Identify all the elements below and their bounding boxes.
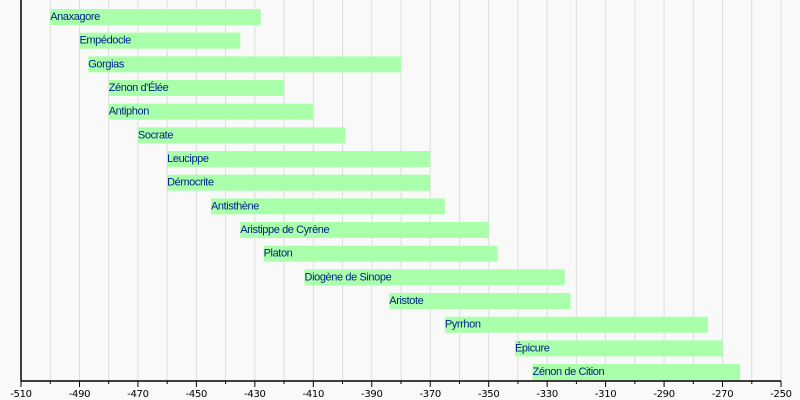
bar-label: Antiphon [109, 106, 150, 118]
x-tick-label: -370 [419, 389, 441, 400]
bar-label: Leucippe [167, 153, 209, 165]
timeline-bar-group: Démocrite [167, 174, 431, 191]
timeline-bar [79, 32, 241, 49]
timeline-bar [240, 222, 489, 239]
x-tick-label: -470 [127, 389, 149, 400]
timeline-bar [167, 174, 431, 191]
bar-label: Diogène de Sinope [305, 271, 392, 283]
x-tick-label: -510 [10, 389, 32, 400]
x-tick-label: -410 [303, 389, 325, 400]
bar-label: Pyrrhon [445, 319, 481, 331]
timeline-bar [88, 56, 401, 73]
bar-label: Zénon d'Élée [109, 81, 169, 94]
x-tick-label: -390 [361, 389, 383, 400]
timeline-bar [515, 340, 723, 357]
bar-label: Platon [264, 248, 293, 260]
bar-label: Empédocle [79, 35, 131, 47]
timeline-bar-group: Pyrrhon [444, 316, 708, 333]
timeline-bar [263, 245, 498, 262]
x-tick-label: -430 [244, 389, 266, 400]
timeline-bar-group: Gorgias [88, 56, 401, 73]
x-tick-label: -330 [536, 389, 558, 400]
bar-label: Aristippe de Cyrène [240, 224, 329, 236]
bars: Anaxagore Empédocle Gorgias Zénon d'Élée Ant… [50, 9, 741, 381]
x-tick-label: -350 [478, 389, 500, 400]
timeline-bar-group: Aristippe de Cyrène [240, 222, 489, 239]
timeline-bar-group: Anaxagore [50, 9, 261, 25]
timeline-bar [304, 269, 565, 286]
bar-label: Antisthène [211, 200, 259, 212]
timeline-bar-group: Diogène de Sinope [304, 269, 565, 286]
timeline-bar [532, 364, 741, 381]
x-tick-label: -270 [712, 389, 734, 400]
timeline-bar-group: Zénon d'Élée [108, 80, 285, 97]
timeline-bar [211, 198, 445, 215]
bar-label: Socrate [138, 129, 173, 141]
x-tick-label: -250 [770, 389, 792, 400]
timeline-bar [444, 316, 708, 333]
bar-label: Démocrite [167, 177, 214, 189]
timeline-bar [108, 103, 314, 120]
bar-label: Aristote [389, 295, 423, 307]
timeline-bar-group: Antisthène [211, 198, 445, 215]
timeline-bar-group: Antiphon [108, 103, 314, 120]
timeline-bar [108, 80, 285, 97]
bar-label: Anaxagore [50, 11, 100, 23]
timeline-bar [167, 151, 431, 168]
bar-label: Épicure [515, 341, 550, 354]
timeline-bar-group: Aristote [389, 293, 571, 310]
x-tick-label: -490 [69, 389, 91, 400]
timeline-bar-group: Épicure [515, 340, 723, 357]
timeline-bar [50, 9, 261, 25]
timeline-bar [389, 293, 571, 310]
timeline-bar-group: Empédocle [79, 32, 241, 49]
bar-label: Zénon de Cition [533, 366, 605, 378]
bar-label: Gorgias [88, 58, 125, 70]
timeline-bar-group: Zénon de Cition [532, 364, 741, 381]
x-tick-label: -290 [653, 389, 675, 400]
timeline-bar-group: Leucippe [167, 151, 431, 168]
timeline-bar-group: Platon [263, 245, 498, 262]
x-axis: -510 -490 -470 -450 -430 -410 -390 -370 -350 -330… [10, 0, 792, 400]
timeline-bar [137, 127, 346, 144]
x-tick-label: -310 [595, 389, 617, 400]
timeline-bar-group: Socrate [137, 127, 346, 144]
x-tick-label: -450 [186, 389, 208, 400]
